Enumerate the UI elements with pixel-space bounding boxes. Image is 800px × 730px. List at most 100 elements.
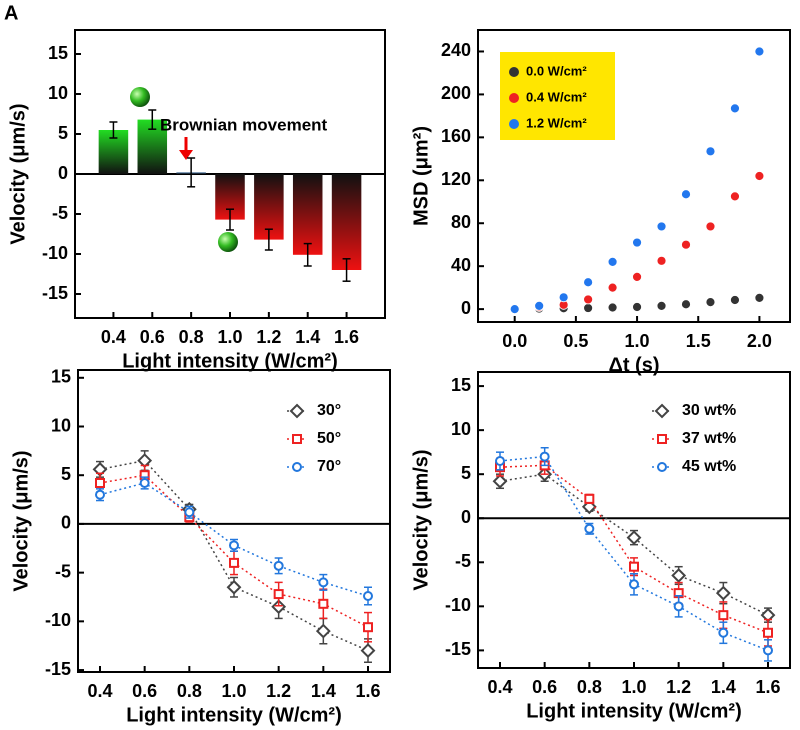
y-tick-label: 5 <box>58 123 68 143</box>
x-tick-label: 0.8 <box>179 327 204 347</box>
y-tick-label: 0 <box>461 507 471 527</box>
legend-label: 70° <box>317 458 341 475</box>
y-tick-label: -10 <box>45 610 71 630</box>
marker <box>584 523 595 534</box>
marker <box>715 585 731 601</box>
legend-label: 37 wt% <box>682 430 736 447</box>
marker <box>318 577 329 588</box>
x-tick-label: 1.0 <box>621 677 646 697</box>
legend-marker <box>509 93 519 103</box>
y-axis-label: Velocity (μm/s) <box>10 450 32 591</box>
point <box>632 272 642 282</box>
point <box>730 295 740 305</box>
x-tick-label: 1.4 <box>711 677 736 697</box>
y-tick-label: -5 <box>55 561 71 581</box>
marker <box>273 560 284 571</box>
marker <box>292 434 302 444</box>
legend-label: 1.2 W/cm² <box>526 115 587 130</box>
x-tick-label: 0.4 <box>487 677 512 697</box>
marker <box>318 598 329 609</box>
x-axis-label: Light intensity (W/cm²) <box>526 700 742 722</box>
marker <box>292 462 302 472</box>
point <box>681 189 691 200</box>
marker <box>273 589 284 600</box>
marker <box>229 557 239 568</box>
x-tick-label: 0.0 <box>502 331 527 351</box>
particle-icon <box>130 87 150 107</box>
plot-frame <box>477 29 791 323</box>
marker <box>673 601 684 612</box>
point <box>754 171 765 181</box>
bar <box>331 174 362 270</box>
point <box>754 46 765 57</box>
marker <box>657 462 667 472</box>
point <box>583 277 594 288</box>
y-tick-label: 5 <box>461 463 471 483</box>
point <box>705 297 716 308</box>
marker <box>629 579 639 590</box>
point <box>583 294 594 305</box>
point <box>607 282 618 293</box>
y-tick-label: -15 <box>445 639 471 659</box>
legend-label: 0.4 W/cm² <box>526 89 587 104</box>
x-tick-label: 1.0 <box>217 327 242 347</box>
point <box>632 237 642 248</box>
marker <box>718 610 729 621</box>
y-tick-label: 15 <box>451 375 471 395</box>
y-tick-label: 15 <box>48 43 68 63</box>
y-tick-label: 80 <box>451 212 471 232</box>
x-tick-label: 0.5 <box>563 331 588 351</box>
x-tick-label: 1.4 <box>311 681 336 701</box>
marker <box>184 507 195 518</box>
point <box>681 239 691 250</box>
point <box>705 146 716 157</box>
marker <box>95 489 105 500</box>
y-tick-label: -15 <box>45 659 71 679</box>
marker <box>584 493 595 504</box>
legend-marker <box>509 67 519 77</box>
x-axis-label: Light intensity (W/cm²) <box>122 350 338 372</box>
y-tick-label: -5 <box>455 551 471 571</box>
x-tick-label: 1.6 <box>334 327 359 347</box>
legend-box <box>500 52 615 140</box>
point <box>656 300 667 311</box>
legend-label: 0.0 W/cm² <box>526 63 587 78</box>
marker <box>657 434 667 444</box>
marker <box>229 540 239 551</box>
y-tick-label: 240 <box>441 40 471 60</box>
x-tick-label: 1.5 <box>686 331 711 351</box>
marker <box>226 579 242 595</box>
arrow-head <box>179 150 193 160</box>
y-tick-label: -10 <box>42 243 68 263</box>
particle-icon <box>218 232 238 252</box>
x-tick-label: 1.2 <box>256 327 281 347</box>
y-tick-label: 40 <box>451 255 471 275</box>
marker <box>718 627 729 638</box>
point <box>754 292 765 303</box>
y-tick-label: 0 <box>461 298 471 318</box>
x-axis-label: Δt (s) <box>608 354 659 376</box>
x-tick-label: 0.6 <box>532 677 557 697</box>
x-axis-label: Light intensity (W/cm²) <box>126 704 342 726</box>
marker <box>363 591 373 602</box>
y-tick-label: -5 <box>52 203 68 223</box>
marker <box>95 478 105 489</box>
y-tick-label: 15 <box>51 367 71 387</box>
marker <box>495 455 505 466</box>
x-tick-label: 0.6 <box>140 327 165 347</box>
marker <box>363 622 373 633</box>
legend-label: 30 wt% <box>682 402 736 419</box>
x-tick-label: 0.8 <box>577 677 602 697</box>
point <box>656 255 667 266</box>
y-tick-label: -15 <box>42 283 68 303</box>
y-axis-label: MSD (μm²) <box>410 126 432 226</box>
y-tick-label: 0 <box>58 163 68 183</box>
marker <box>763 627 773 638</box>
y-axis-label: Velocity (μm/s) <box>7 103 29 244</box>
x-tick-label: 1.0 <box>221 681 246 701</box>
marker <box>539 451 550 462</box>
point <box>509 304 520 315</box>
x-tick-label: 1.6 <box>355 681 380 701</box>
point <box>558 292 569 303</box>
